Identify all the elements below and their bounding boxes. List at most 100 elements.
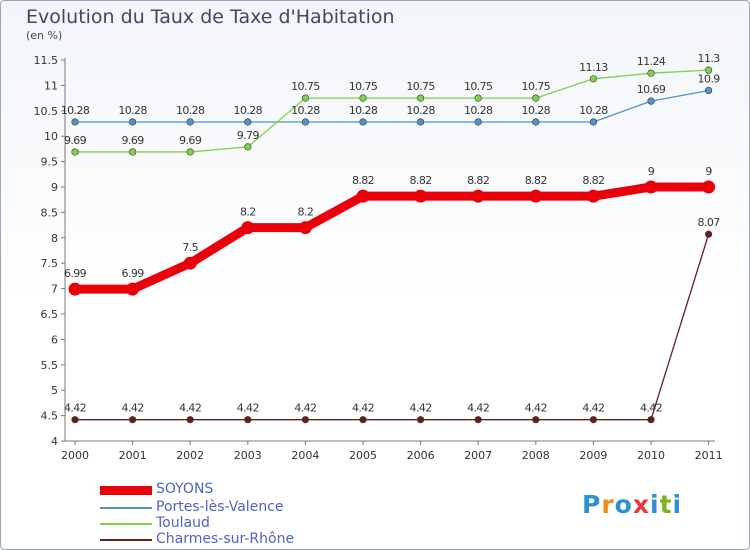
y-tick-label: 10 (44, 130, 58, 143)
x-tick-label: 2004 (291, 449, 319, 462)
data-label: 4.42 (294, 402, 316, 415)
data-point (359, 118, 367, 126)
x-tick-label: 2007 (464, 449, 492, 462)
x-tick-label: 2001 (119, 449, 147, 462)
data-point (129, 118, 137, 126)
data-label: 4.42 (525, 402, 547, 415)
data-point (129, 148, 137, 156)
data-point (244, 118, 252, 126)
data-label: 4.42 (122, 402, 144, 415)
y-tick-label: 6.5 (41, 308, 59, 321)
data-label: 9.69 (122, 134, 145, 147)
legend-label: SOYONS (156, 481, 214, 497)
data-label: 4.42 (467, 402, 489, 415)
y-tick-label: 8 (51, 232, 58, 245)
data-point (529, 189, 543, 203)
data-label: 4.42 (237, 402, 259, 415)
data-label: 11.13 (579, 61, 608, 74)
axes: 4 4.5 5 5.5 6 6.5 7 7.5 8 8.5 9 9.5 10 10.5 11 11.5 2000… (34, 54, 723, 462)
data-label: 10.75 (291, 80, 320, 93)
data-labels: 10.28 10.28 10.28 10.28 10.28 10.28 10.28 10.28… (61, 52, 721, 415)
data-point (298, 221, 312, 235)
legend-label: Portes-lès-Valence (156, 499, 284, 515)
y-axis-unit: (en %) (26, 29, 63, 42)
data-label: 10.28 (522, 104, 551, 117)
series-lines (70, 69, 714, 421)
logo-letter: x (632, 490, 650, 519)
x-tick-label: 2005 (349, 449, 377, 462)
data-point (704, 66, 713, 74)
data-point (532, 94, 540, 102)
y-tick-label: 9.5 (41, 156, 59, 169)
data-point (589, 75, 598, 83)
data-label: 8.82 (352, 174, 374, 187)
data-point (186, 118, 194, 126)
data-label: 6.99 (64, 267, 87, 280)
y-tick-label: 9 (51, 181, 58, 194)
x-tick-label: 2009 (579, 449, 607, 462)
series-markers (68, 66, 716, 424)
logo-letter: P (582, 490, 602, 519)
series-line (70, 182, 714, 294)
data-point (417, 118, 425, 126)
legend-swatch (100, 523, 152, 525)
data-label: 10.28 (464, 104, 493, 117)
data-point (532, 416, 540, 424)
data-label: 11.24 (637, 55, 666, 68)
proxiti-logo: Proxiti (582, 490, 682, 519)
data-label: 4.42 (410, 402, 432, 415)
data-point (589, 118, 598, 126)
x-tick-label: 2002 (176, 449, 204, 462)
y-tick-label: 5.5 (41, 359, 59, 372)
data-point (589, 416, 598, 424)
y-tick-label: 7 (51, 283, 58, 296)
data-label: 10.28 (291, 104, 320, 117)
x-tick-label: 2006 (407, 449, 435, 462)
data-point (244, 143, 252, 151)
data-label: 8.82 (467, 174, 489, 187)
y-tick-label: 8.5 (41, 206, 59, 219)
data-label: 10.9 (698, 72, 721, 85)
y-tick-label: 11 (44, 79, 58, 92)
y-tick-label: 11.5 (34, 54, 59, 67)
data-label: 6.99 (122, 267, 145, 280)
data-point (359, 416, 367, 424)
data-label: 9 (705, 165, 712, 178)
data-label: 8.82 (410, 174, 432, 187)
data-label: 10.28 (349, 104, 378, 117)
logo-letter: i (672, 490, 683, 519)
data-point (126, 282, 140, 296)
x-tick-label: 2011 (695, 449, 723, 462)
y-tick-label: 7.5 (41, 257, 59, 270)
x-tick-label: 2003 (234, 449, 262, 462)
data-point (301, 118, 310, 126)
data-label: 10.28 (579, 104, 608, 117)
y-tick-label: 4.5 (41, 410, 59, 423)
x-tick-label: 2000 (61, 449, 89, 462)
data-point (244, 416, 252, 424)
data-point (71, 118, 79, 126)
data-point (647, 97, 655, 105)
data-label: 10.28 (234, 104, 263, 117)
data-label: 9.69 (64, 134, 87, 147)
data-point (356, 189, 370, 203)
data-label: 11.3 (698, 52, 721, 65)
data-label: 9 (648, 165, 655, 178)
data-point (704, 86, 713, 95)
series-line (74, 89, 710, 123)
data-label: 8.2 (298, 206, 314, 219)
data-point (301, 416, 310, 424)
y-tick-label: 6 (51, 333, 58, 346)
data-label: 4.42 (64, 402, 86, 415)
y-tick-label: 5 (51, 384, 58, 397)
data-point (704, 230, 713, 238)
data-label: 8.2 (240, 206, 256, 219)
data-point (474, 416, 482, 424)
data-label: 10.75 (522, 80, 551, 93)
data-label: 7.5 (182, 241, 198, 254)
logo-letter: i (650, 490, 660, 519)
legend-swatch (100, 507, 152, 509)
x-tick-label: 2008 (522, 449, 550, 462)
data-point (644, 180, 658, 194)
